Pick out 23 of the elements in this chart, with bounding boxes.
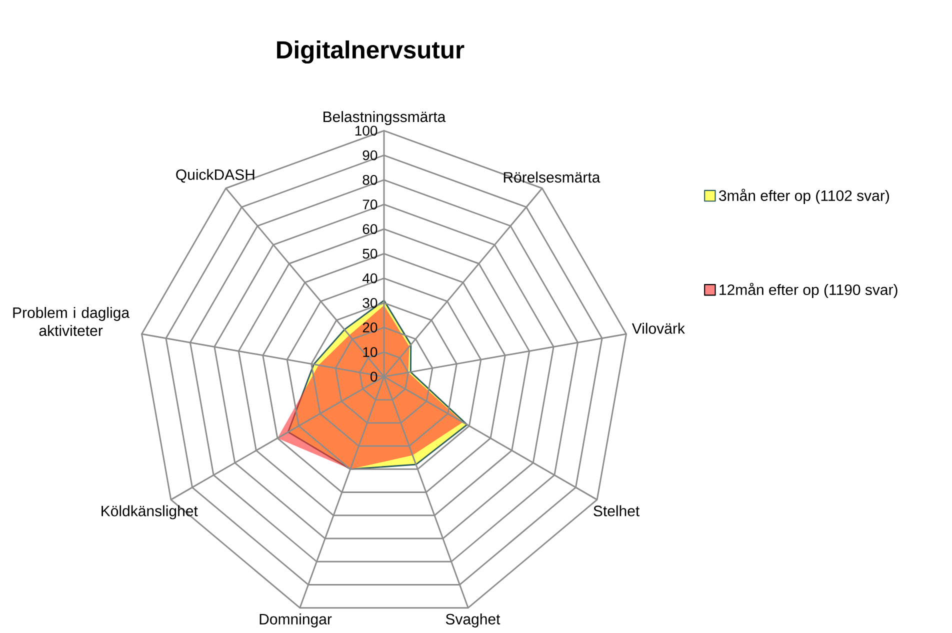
y-tick-label: 0 — [370, 372, 378, 382]
y-tick-label: 70 — [362, 200, 378, 210]
legend-label: 3mån efter op (1102 svar) — [719, 188, 889, 204]
y-tick-label: 10 — [363, 347, 378, 358]
spoke-label: Köldkänslighet — [102, 505, 198, 520]
y-tick-label: 60 — [362, 224, 378, 234]
legend-label: 12mån efter op (1190 svar) — [720, 282, 898, 298]
spoke-label: Domningar — [260, 613, 332, 628]
y-tick-label: 90 — [362, 150, 378, 160]
chart-title: Digitalnervsutur — [277, 40, 464, 64]
spoke-label: Problem i dagliga aktiviteter — [13, 306, 130, 336]
y-tick-label: 80 — [362, 174, 378, 185]
spoke-label: Stelhet — [594, 505, 640, 516]
spoke-label: Rörelsesmärta — [504, 172, 600, 183]
spoke-label: QuickDASH — [176, 168, 254, 183]
spoke-label: Svaghet — [446, 613, 500, 628]
y-tick-label: 30 — [362, 298, 378, 308]
y-tick-label: 100 — [355, 126, 378, 136]
y-tick-label: 20 — [362, 322, 378, 332]
spoke-label: Belastningssmärta — [324, 111, 446, 126]
spoke-label: Vilovärk — [632, 322, 685, 334]
y-tick-label: 50 — [362, 248, 378, 259]
y-tick-label: 40 — [362, 273, 378, 284]
